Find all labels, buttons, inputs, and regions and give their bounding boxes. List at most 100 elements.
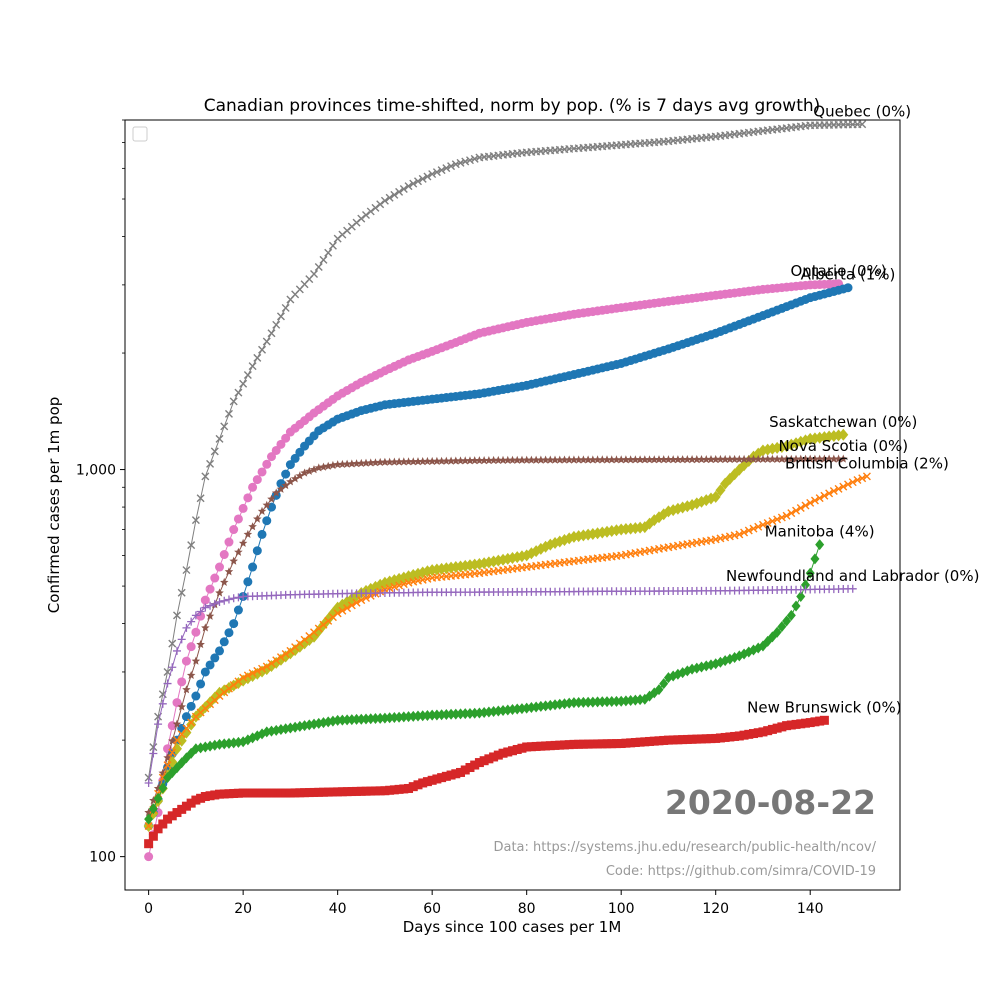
data-point [205, 660, 215, 670]
series-labels: Quebec (0%) Ontario (0%)Alberta (1%) Saska… [726, 102, 979, 716]
data-point [773, 515, 782, 524]
data-point [658, 508, 669, 521]
data-point [409, 179, 418, 188]
data-point [200, 667, 210, 677]
data-point [219, 789, 229, 799]
data-point [503, 704, 513, 716]
data-point [357, 458, 366, 467]
data-point [163, 753, 172, 762]
data-point [163, 814, 173, 824]
series-nova-scotia [144, 454, 848, 817]
data-point [791, 454, 801, 463]
data-point [276, 439, 286, 449]
data-point [276, 479, 286, 489]
x-tick-label: 140 [797, 901, 824, 917]
data-point [144, 778, 153, 787]
data-point [432, 774, 442, 784]
data-point [791, 719, 801, 729]
data-point [144, 773, 153, 782]
data-point [394, 784, 404, 794]
data-point [243, 370, 252, 379]
data-point [502, 552, 513, 565]
data-point [154, 720, 163, 729]
data-point [338, 459, 347, 468]
data-point [187, 541, 196, 550]
data-point [564, 740, 574, 750]
data-point [295, 447, 305, 457]
data-point [664, 455, 673, 464]
data-point [512, 744, 522, 754]
data-point [347, 459, 357, 468]
data-point [149, 749, 158, 758]
data-point [730, 731, 740, 741]
data-point [805, 454, 815, 463]
data-point [357, 596, 366, 605]
data-point [423, 172, 432, 181]
data-point [319, 462, 328, 471]
data-point [442, 164, 451, 173]
data-point [853, 475, 862, 484]
data-point [380, 196, 389, 205]
data-point [782, 721, 792, 731]
data-point [229, 788, 239, 798]
data-point [210, 573, 220, 583]
axes-frame [124, 119, 901, 891]
data-point [470, 154, 479, 163]
data-point [820, 454, 829, 463]
data-point [754, 454, 763, 463]
data-point [362, 593, 371, 602]
data-point [337, 714, 347, 726]
data-point [456, 158, 465, 167]
x-tick-label: 40 [329, 901, 347, 917]
series-end-label: British Columbia (2%) [785, 454, 949, 472]
data-point [720, 454, 730, 464]
data-point [858, 474, 867, 483]
data-point [290, 474, 300, 483]
data-point [796, 590, 806, 602]
data-point [735, 530, 744, 539]
data-point [224, 595, 233, 604]
data-point [215, 789, 225, 799]
data-point [395, 581, 404, 590]
chart-title: Canadian provinces time-shifted, norm by… [204, 96, 821, 116]
data-point [682, 734, 692, 744]
data-point [181, 656, 191, 666]
data-point [357, 214, 366, 223]
data-point [229, 525, 239, 535]
data-point [168, 748, 177, 757]
data-point [281, 650, 290, 659]
data-point [262, 516, 272, 526]
data-point [224, 684, 233, 693]
x-tick-label: 60 [423, 901, 441, 917]
data-point [238, 538, 248, 547]
data-point [725, 732, 735, 742]
data-point [172, 808, 182, 818]
data-point [772, 723, 782, 733]
data-point [206, 459, 215, 468]
data-point [276, 653, 285, 662]
data-point [167, 811, 177, 821]
data-point [177, 635, 186, 644]
data-point [182, 724, 191, 733]
data-point [413, 457, 423, 466]
data-point [437, 709, 447, 721]
data-point [749, 729, 759, 739]
data-point [735, 454, 744, 463]
data-point [678, 735, 688, 745]
data-point [621, 738, 631, 748]
data-point [375, 786, 385, 796]
data-point [810, 717, 820, 727]
data-point [607, 455, 616, 464]
data-point [791, 600, 801, 612]
data-point [597, 696, 607, 708]
data-point [489, 455, 498, 465]
data-point [451, 769, 461, 779]
data-point [668, 735, 678, 745]
data-point [144, 852, 154, 862]
data-point [460, 708, 470, 720]
data-point [583, 739, 593, 749]
data-point [224, 628, 234, 638]
data-point [465, 763, 475, 773]
data-point [777, 621, 787, 633]
data-point [825, 489, 834, 498]
